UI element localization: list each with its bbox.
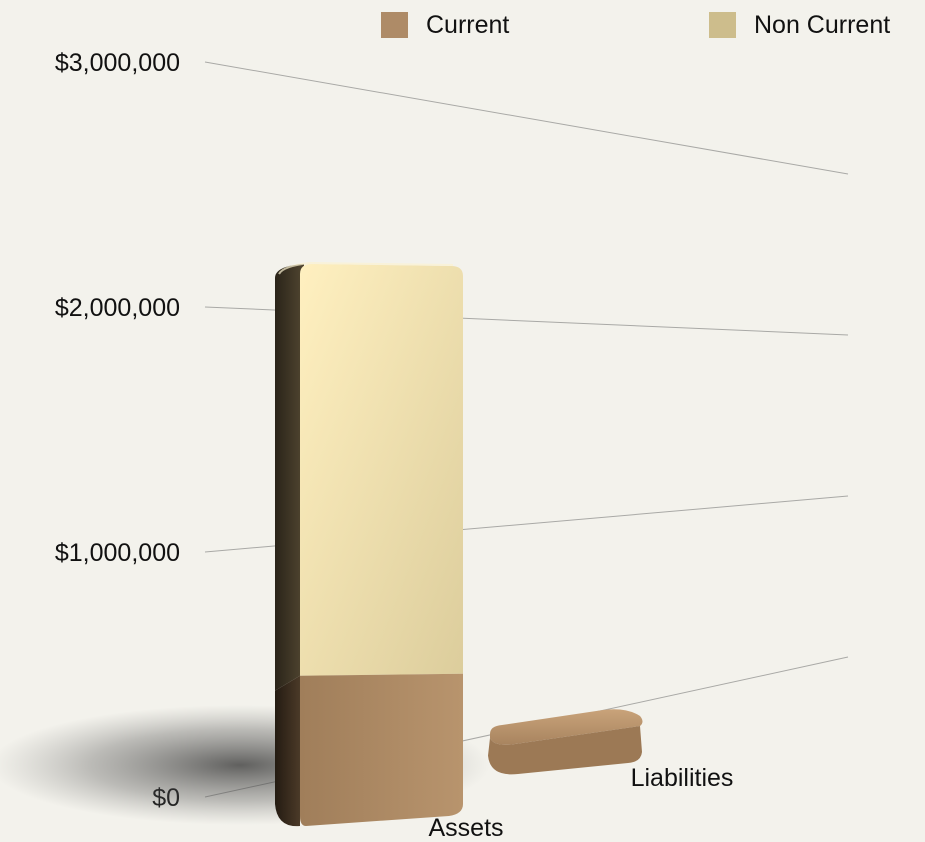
bar-liabilities-current-top [490, 709, 643, 745]
legend-label-non-current: Non Current [754, 11, 890, 39]
bar-assets-current-side [275, 675, 300, 827]
legend-swatch-current [381, 12, 408, 38]
y-axis: $0$1,000,000$2,000,000$3,000,000 [55, 49, 180, 812]
y-tick-label-3: $3,000,000 [55, 49, 180, 77]
legend: Current Non Current [381, 11, 890, 39]
gridline-3 [204, 61, 849, 175]
category-label-assets: Assets [428, 814, 503, 842]
category-label-liabilities: Liabilities [631, 764, 734, 792]
y-tick-label-1: $1,000,000 [55, 539, 180, 567]
bar-assets-current [300, 673, 463, 826]
x-axis: Assets Liabilities [428, 764, 733, 842]
bars [275, 261, 643, 827]
bar-liabilities-current [488, 726, 642, 775]
y-tick-label-2: $2,000,000 [55, 294, 180, 322]
bar-liabilities [488, 709, 643, 775]
legend-swatch-non-current [709, 12, 736, 38]
bar-assets-noncurrent-side [275, 264, 304, 691]
bar-assets [275, 261, 463, 827]
legend-label-current: Current [426, 11, 509, 39]
bar-assets-top-edge [278, 261, 454, 275]
bar-assets-noncurrent [300, 264, 463, 676]
